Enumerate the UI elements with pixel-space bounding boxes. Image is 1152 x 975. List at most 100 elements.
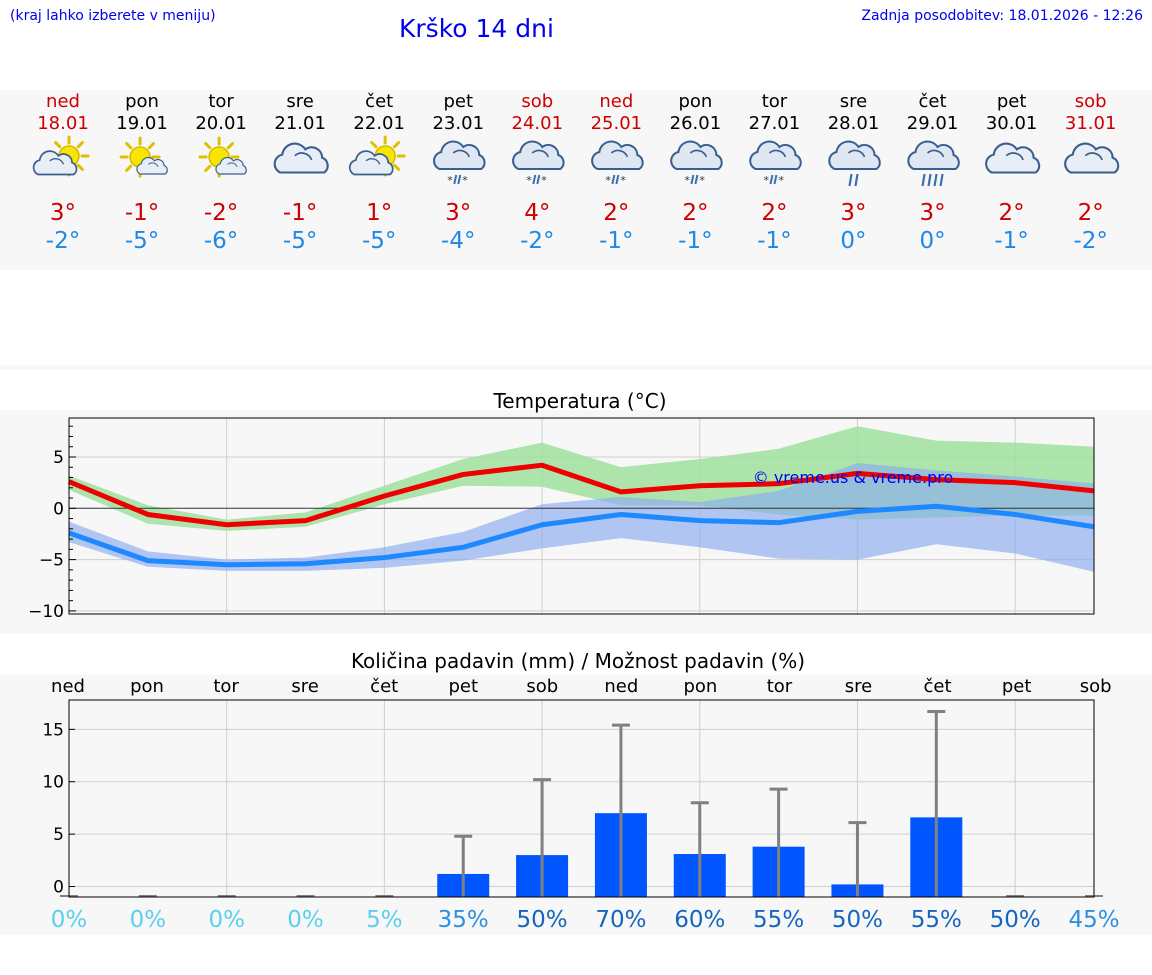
- cloud-outline: [273, 142, 329, 174]
- cloud-outline: [907, 140, 960, 170]
- y-tick-label: 0: [53, 499, 64, 519]
- precip-probability: 5%: [366, 907, 403, 933]
- cloud-inner-line: [927, 149, 945, 158]
- day-date: 28.01: [828, 113, 880, 134]
- cloud-shape: [591, 140, 644, 170]
- y-tick-label: 5: [53, 825, 64, 845]
- sun-ray: [125, 164, 133, 172]
- precip-probability: 45%: [1068, 907, 1119, 933]
- max-temperature: 3°: [919, 200, 945, 226]
- cloud-inner-line: [1084, 152, 1103, 161]
- heavy-rain-icon: [907, 140, 960, 187]
- precip-probability: 35%: [438, 907, 489, 933]
- sun-ray: [204, 164, 212, 172]
- raindrop: [848, 173, 853, 187]
- raindrop: [927, 173, 932, 187]
- min-temperature: -2°: [1073, 228, 1107, 254]
- last-updated: Zadnja posodobitev: 18.01.2026 - 12:26: [861, 8, 1143, 24]
- plot-frame: [68, 699, 1095, 898]
- day-date: 22.01: [353, 113, 405, 134]
- raindrop: [939, 173, 944, 187]
- sun-small-cloud-icon: [198, 136, 247, 178]
- snowflake-mark: *: [684, 174, 690, 187]
- max-temperature: 1°: [366, 200, 392, 226]
- day-name: čet: [919, 91, 947, 112]
- y-tick-label: 10: [42, 773, 64, 793]
- y-tick-label: 15: [42, 720, 64, 740]
- sun-ray: [76, 141, 84, 149]
- precip-probability: 0%: [130, 907, 167, 933]
- sun-small-cloud-icon: [119, 136, 168, 178]
- precip-day-label: sob: [1080, 676, 1112, 697]
- temperature-chart-title: Temperatura (°C): [492, 389, 666, 413]
- location-hint: (kraj lahko izberete v meniju): [10, 8, 216, 24]
- day-date: 25.01: [591, 113, 643, 134]
- precip-day-label: sob: [526, 676, 558, 697]
- snowflake-mark: *: [763, 174, 769, 187]
- sun-ray: [392, 163, 401, 171]
- precipitation-chart: Količina padavin (mm) / Možnost padavin …: [42, 649, 1119, 933]
- cloud-inner-line: [49, 158, 65, 165]
- precip-day-label: ned: [51, 676, 85, 697]
- day-date: 24.01: [512, 113, 564, 134]
- snowflake-mark: *: [447, 174, 453, 187]
- y-tick-label: 5: [53, 448, 64, 468]
- min-temperature: -4°: [441, 228, 475, 254]
- precip-probability: 55%: [911, 907, 962, 933]
- day-date: 18.01: [37, 113, 89, 134]
- cloud-shape: [32, 150, 78, 176]
- daily-forecast-strip: ned18.013°-2°pon19.01-1°-5°tor20.01-2°-6…: [32, 91, 1120, 254]
- day-name: sob: [1075, 91, 1107, 112]
- snowflake-mark: *: [778, 174, 784, 187]
- snowflake-mark: *: [699, 174, 705, 187]
- min-temperature: -2°: [520, 228, 554, 254]
- raindrop: [536, 174, 541, 185]
- snowflake-mark: *: [462, 174, 468, 187]
- precip-day-label: sre: [291, 676, 318, 697]
- rain-icon: [828, 140, 881, 187]
- day-date: 19.01: [116, 113, 168, 134]
- day-date: 31.01: [1065, 113, 1117, 134]
- day-name: ned: [46, 91, 80, 112]
- max-temperature: 2°: [682, 200, 708, 226]
- cloud-shape: [828, 140, 881, 170]
- min-temperature: -6°: [204, 228, 238, 254]
- sun-ray: [76, 163, 84, 171]
- raindrop: [933, 173, 938, 187]
- cloud-outline: [985, 142, 1041, 174]
- forecast-strip-background: [0, 90, 1152, 270]
- precip-day-label: pon: [683, 676, 717, 697]
- max-temperature-line: [68, 462, 1095, 528]
- snowflake-mark: *: [526, 174, 532, 187]
- day-name: tor: [208, 91, 234, 112]
- cloud-inner-line: [689, 149, 708, 158]
- precip-day-label: čet: [924, 676, 952, 697]
- sun-cloud-icon: [32, 135, 90, 177]
- cloud-inner-line: [610, 149, 629, 158]
- cloud-outline: [348, 150, 394, 176]
- precip-day-label: pon: [130, 676, 164, 697]
- day-date: 27.01: [749, 113, 801, 134]
- max-temperature: -1°: [125, 200, 159, 226]
- cloud-inner-line: [227, 162, 238, 168]
- sun-ray: [147, 142, 155, 150]
- min-temperature: -5°: [283, 228, 317, 254]
- max-temperature: 3°: [840, 200, 866, 226]
- sleet-icon: * *: [670, 140, 723, 187]
- day-name: sob: [521, 91, 553, 112]
- day-name: tor: [762, 91, 788, 112]
- day-name: sre: [286, 91, 313, 112]
- day-date: 21.01: [274, 113, 326, 134]
- raindrop: [769, 174, 774, 185]
- precip-day-label: pet: [1002, 676, 1032, 697]
- day-name: sre: [840, 91, 867, 112]
- max-temperature: -2°: [204, 200, 238, 226]
- cloud-shape: [907, 140, 960, 170]
